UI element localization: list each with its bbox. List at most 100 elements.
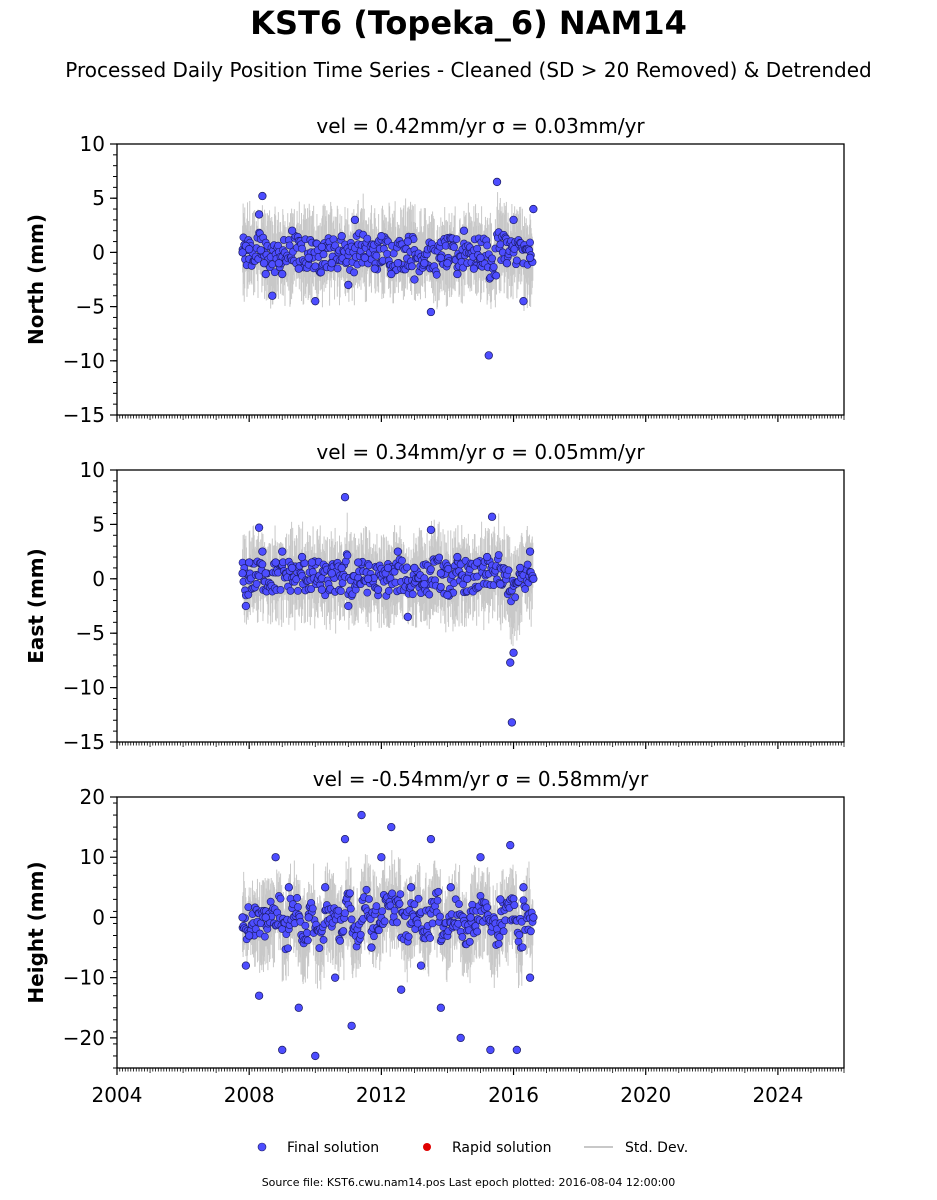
data-point [278, 269, 287, 279]
final-solution-point [341, 909, 349, 918]
data-point [453, 269, 462, 279]
data-point [426, 307, 436, 317]
final-solution-point [404, 932, 413, 941]
data-point [443, 259, 452, 268]
final-solution-point [298, 244, 306, 253]
final-solution-point [363, 234, 372, 243]
data-point [420, 580, 429, 589]
data-point [377, 231, 386, 241]
data-point [259, 259, 269, 268]
final-solution-point [435, 553, 444, 562]
data-point [459, 226, 469, 235]
final-solution-point [343, 551, 352, 560]
final-solution-point [339, 927, 348, 935]
final-solution-point [303, 936, 312, 945]
y-tick-label: 5 [92, 512, 105, 536]
final-solution-point [518, 943, 527, 952]
data-point [268, 291, 277, 300]
data-point [238, 913, 247, 922]
final-solution-point [378, 907, 387, 915]
final-solution-point [301, 921, 310, 930]
final-solution-point [414, 894, 423, 903]
final-solution-point [495, 933, 504, 941]
data-point [525, 547, 535, 556]
final-solution-points [238, 885, 537, 954]
data-point [327, 569, 336, 578]
data-point [373, 585, 383, 594]
data-point [297, 552, 307, 562]
data-point [344, 280, 353, 290]
final-solution-point [380, 917, 389, 926]
final-solution-point [276, 585, 285, 594]
data-point [317, 585, 327, 594]
data-point [463, 574, 472, 583]
final-solution-point [270, 268, 279, 277]
final-solution-point [333, 264, 342, 273]
data-point [486, 1045, 495, 1055]
final-solution-point [365, 895, 373, 903]
final-solution-point [496, 240, 505, 249]
data-point [363, 574, 373, 583]
final-solution-point [315, 944, 324, 952]
data-point [360, 253, 369, 262]
final-solution-point [293, 893, 301, 902]
data-point [317, 242, 327, 252]
panel-2: 10 5 0 −5 −10 −15 vel = 0.34mm/yr σ = 0.05mm/y… [24, 440, 845, 754]
final-solution-point [365, 561, 373, 570]
final-solution-point [393, 918, 401, 927]
data-point [354, 558, 363, 567]
figure-title: KST6 (Topeka_6) NAM14 [250, 4, 687, 42]
data-point [403, 612, 412, 622]
y-tick-label: −15 [63, 730, 105, 754]
data-point [487, 512, 497, 521]
data-point [357, 810, 366, 820]
data-point [496, 580, 505, 589]
final-solution-point [492, 271, 501, 280]
data-point [344, 601, 353, 611]
data-point [416, 961, 426, 970]
final-solution-point [388, 889, 397, 898]
data-point [426, 525, 436, 534]
y-axis-label: East (mm) [24, 548, 48, 664]
data-point [258, 191, 267, 201]
figure-subtitle: Processed Daily Position Time Series - C… [65, 58, 872, 82]
y-tick-label: −5 [76, 295, 105, 319]
final-solution-point [244, 590, 253, 599]
final-solution-point [488, 254, 496, 263]
data-point [476, 253, 485, 262]
final-solution-point [519, 896, 528, 905]
data-point [294, 264, 303, 273]
data-point [473, 558, 482, 567]
y-tick-label: 0 [92, 905, 105, 929]
final-solution-point [276, 894, 285, 903]
data-point [443, 590, 452, 600]
final-solution-point [432, 270, 441, 279]
final-solution-point [347, 915, 356, 924]
data-point [261, 569, 270, 578]
y-tick-label: 0 [92, 240, 105, 264]
final-solution-point [398, 556, 406, 565]
data-point [436, 253, 445, 262]
data-point [492, 177, 502, 187]
final-solution-point [512, 256, 521, 265]
final-solution-point [303, 928, 311, 937]
final-solution-point [319, 936, 328, 944]
final-solution-point [408, 590, 417, 599]
legend-std-dev: Std. Dev. [584, 1140, 688, 1156]
y-tick-label: −10 [63, 349, 105, 373]
data-point [393, 547, 403, 556]
final-solution-point [386, 901, 395, 910]
data-point [327, 259, 336, 268]
data-point [304, 253, 313, 262]
y-axis-label: Height (mm) [24, 861, 48, 1003]
final-solution-point [308, 904, 317, 913]
data-point [420, 259, 429, 268]
data-point [436, 1003, 445, 1012]
data-point [387, 822, 396, 832]
final-solution-point [444, 565, 453, 573]
legend-label: Rapid solution [452, 1140, 552, 1156]
data-point [529, 204, 538, 214]
final-solution-point [436, 912, 444, 921]
final-solution-point [252, 579, 261, 588]
final-solution-point [434, 887, 443, 896]
